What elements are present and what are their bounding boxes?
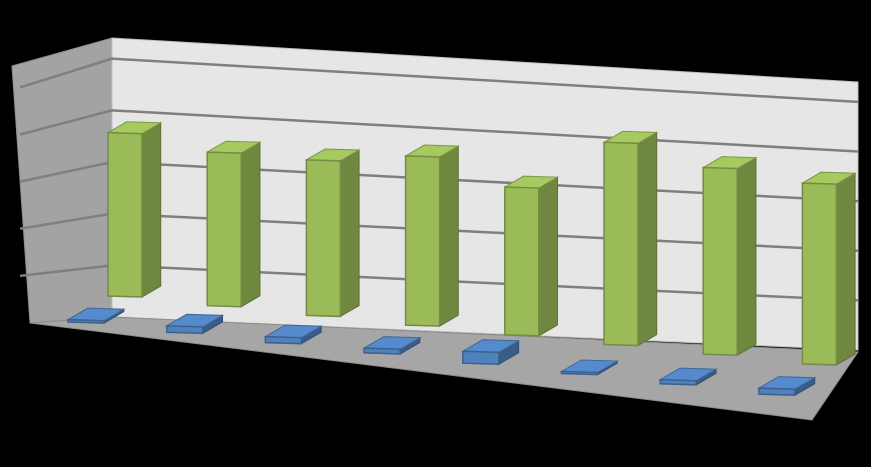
bar-blue-4	[362, 336, 422, 355]
bar-blue-2-front	[165, 325, 204, 335]
bar-green-2-side	[240, 141, 261, 308]
bar-blue-7	[658, 367, 718, 386]
bar-green-5-side	[538, 176, 558, 337]
bar-green-1	[106, 121, 163, 298]
bar-blue-7-front	[659, 378, 697, 386]
bar-blue-6-front	[560, 370, 599, 376]
bar-green-6-side	[637, 131, 658, 347]
bar-green-4	[403, 144, 461, 327]
bar-green-4-side	[439, 145, 459, 327]
bar-green-6	[602, 130, 659, 347]
bar-green-1-front	[107, 131, 143, 298]
bar-green-7	[701, 156, 758, 357]
gridline	[19, 57, 859, 104]
bar-green-2	[205, 140, 262, 308]
bar-green-3-front	[305, 159, 342, 318]
bar-blue-5-front	[462, 350, 500, 366]
bar-green-3	[304, 148, 361, 318]
bar-green-6-front	[603, 141, 639, 347]
bar-blue-5	[461, 339, 521, 366]
bar-green-3-side	[339, 149, 360, 318]
bars	[66, 121, 857, 397]
bar-blue-1-front	[67, 318, 105, 324]
bar-blue-6	[559, 359, 620, 376]
bar-blue-4-front	[363, 347, 401, 355]
bar-green-7-side	[736, 156, 757, 357]
bar-blue-2	[164, 313, 225, 335]
bar-green-5-front	[504, 186, 540, 337]
bar-green-2-front	[206, 151, 242, 308]
bar-blue-3-front	[264, 335, 303, 345]
bar-green-5	[503, 175, 560, 337]
gridline	[19, 109, 859, 153]
bar-blue-8	[757, 376, 817, 397]
bar-green-8-front	[801, 182, 838, 366]
bar-blue-8-front	[758, 387, 796, 396]
bar-green-4-front	[404, 155, 441, 327]
bar-green-1-side	[141, 121, 162, 298]
bar-blue-1	[66, 307, 126, 324]
bar-green-7-front	[702, 166, 738, 356]
bar-blue-3	[263, 324, 323, 345]
bar-green-8-side	[835, 172, 856, 366]
bar-green-8	[800, 171, 857, 366]
